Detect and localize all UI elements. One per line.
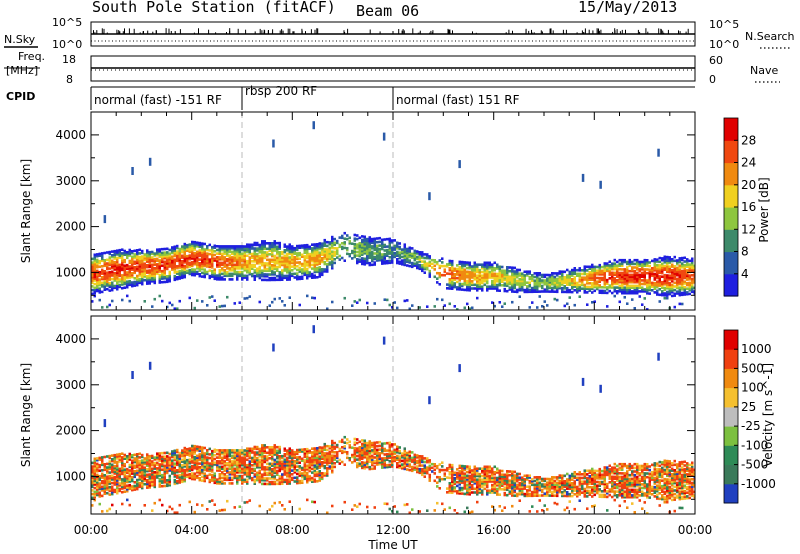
noise-panel (90, 21, 696, 47)
noise-tick-bottom-right: 10^0 (709, 38, 739, 51)
y-tick-label: 4000 (55, 128, 86, 142)
velocity-colorbar: 1000 500 100 25 -25 -100 -500 -1000 (723, 329, 776, 504)
cpid-label: CPID (6, 90, 35, 103)
noise-tick-top: 10^5 (52, 16, 82, 29)
freq-label-1: Freq. (18, 50, 45, 63)
colorbar-tick-label: 100 (741, 381, 764, 395)
colorbar-tick-label: 16 (741, 200, 756, 214)
freq-tick-bottom: 8 (66, 73, 73, 86)
noise-tick-bottom: 10^0 (52, 38, 82, 51)
colorbar-tick-label: -500 (741, 458, 768, 472)
x-tick-label: 08:00 (275, 523, 310, 537)
colorbar-tick-label: 25 (741, 400, 756, 414)
colorbar-swatch (724, 387, 738, 408)
velocity-y-axis: 1000 2000 3000 4000 (55, 315, 695, 500)
colorbar-tick-label: 12 (741, 222, 756, 236)
x-tick-label: 12:00 (376, 523, 411, 537)
colorbar-swatch (724, 445, 738, 465)
colorbar-swatch (724, 140, 738, 164)
cpid-segment-label: normal (fast) -151 RF (94, 93, 222, 107)
nave-label: Nave (750, 64, 778, 77)
noise-tick-top-right: 10^5 (709, 18, 739, 31)
velocity-x-axis: 00:00 04:00 08:00 12:00 16:00 20:00 00:00 (74, 316, 713, 537)
power-colorbar: 4 8 12 16 20 24 28 (723, 117, 756, 297)
date-label: 15/May/2013 (578, 0, 677, 16)
colorbar-tick-label: -25 (741, 419, 761, 433)
nsearch-label: N.Search (745, 30, 795, 43)
colorbar-tick-label: 4 (741, 267, 749, 281)
colorbar-swatch (724, 406, 738, 427)
station-title: South Pole Station (fitACF) (92, 0, 336, 16)
colorbar-swatch (724, 162, 738, 186)
nave-tick-bottom: 0 (709, 73, 716, 86)
colorbar-tick-label: 28 (741, 133, 756, 147)
y-tick-label: 3000 (55, 378, 86, 392)
velocity-colorbar-label: Velocity [m s^-1] (761, 363, 775, 467)
power-colorbar-label: Power [dB] (757, 177, 771, 242)
y-tick-label: 2000 (55, 424, 86, 438)
y-tick-label: 4000 (55, 332, 86, 346)
x-tick-label: 00:00 (678, 523, 713, 537)
velocity-panel: 1000 2000 3000 4000 00:00 04:00 08:00 12:00 16:… (55, 315, 713, 537)
freq-panel (90, 55, 696, 82)
colorbar-tick-label: -100 (741, 438, 768, 452)
x-tick-label: 20:00 (577, 523, 612, 537)
y-tick-label: 1000 (55, 469, 86, 483)
y-tick-label: 1000 (55, 265, 86, 279)
colorbar-tick-label: 24 (741, 156, 756, 170)
colorbar-tick-label: 8 (741, 245, 749, 259)
colorbar-swatch (724, 273, 738, 297)
y-tick-label: 3000 (55, 174, 86, 188)
colorbar-swatch (724, 207, 738, 230)
x-tick-label: 00:00 (74, 523, 109, 537)
colorbar-swatch (724, 118, 738, 141)
y-tick-label: 2000 (55, 220, 86, 234)
colorbar-tick-label: 20 (741, 178, 756, 192)
beam-label: Beam 06 (356, 2, 419, 20)
freq-tick-top: 18 (62, 53, 76, 66)
power-panel: 1000 2000 3000 4000 (55, 111, 696, 311)
velocity-xlabel: Time UT (367, 538, 418, 552)
colorbar-swatch (724, 349, 738, 369)
nave-tick-top: 60 (709, 54, 723, 67)
x-tick-label: 04:00 (174, 523, 209, 537)
power-ylabel: Slant Range [km] (19, 159, 33, 263)
colorbar-swatch (724, 251, 738, 275)
colorbar-tick-label: 1000 (741, 342, 772, 356)
nsky-label: N.Sky (4, 33, 36, 46)
cpid-segment-label: rbsp 200 RF (245, 84, 317, 98)
power-heatmap (91, 112, 695, 310)
colorbar-swatch (724, 483, 738, 504)
colorbar-tick-label: 500 (741, 361, 764, 375)
cpid-segments: normal (fast) -151 RF rbsp 200 RF normal (… (90, 84, 520, 110)
velocity-heatmap (91, 316, 695, 514)
colorbar-swatch (724, 464, 738, 485)
power-x-ticks (90, 112, 696, 310)
colorbar-swatch (724, 229, 738, 253)
colorbar-swatch (724, 330, 738, 350)
noise-sky-trace (91, 28, 695, 35)
freq-label-2: [MHz] (6, 64, 38, 77)
x-tick-label: 16:00 (476, 523, 511, 537)
colorbar-swatch (724, 184, 738, 208)
colorbar-tick-label: -1000 (741, 477, 776, 491)
colorbar-swatch (724, 368, 738, 389)
colorbar-swatch (724, 426, 738, 446)
velocity-ylabel: Slant Range [km] (19, 363, 33, 467)
cpid-segment-label: normal (fast) 151 RF (396, 93, 520, 107)
power-y-axis: 1000 2000 3000 4000 (55, 111, 695, 296)
